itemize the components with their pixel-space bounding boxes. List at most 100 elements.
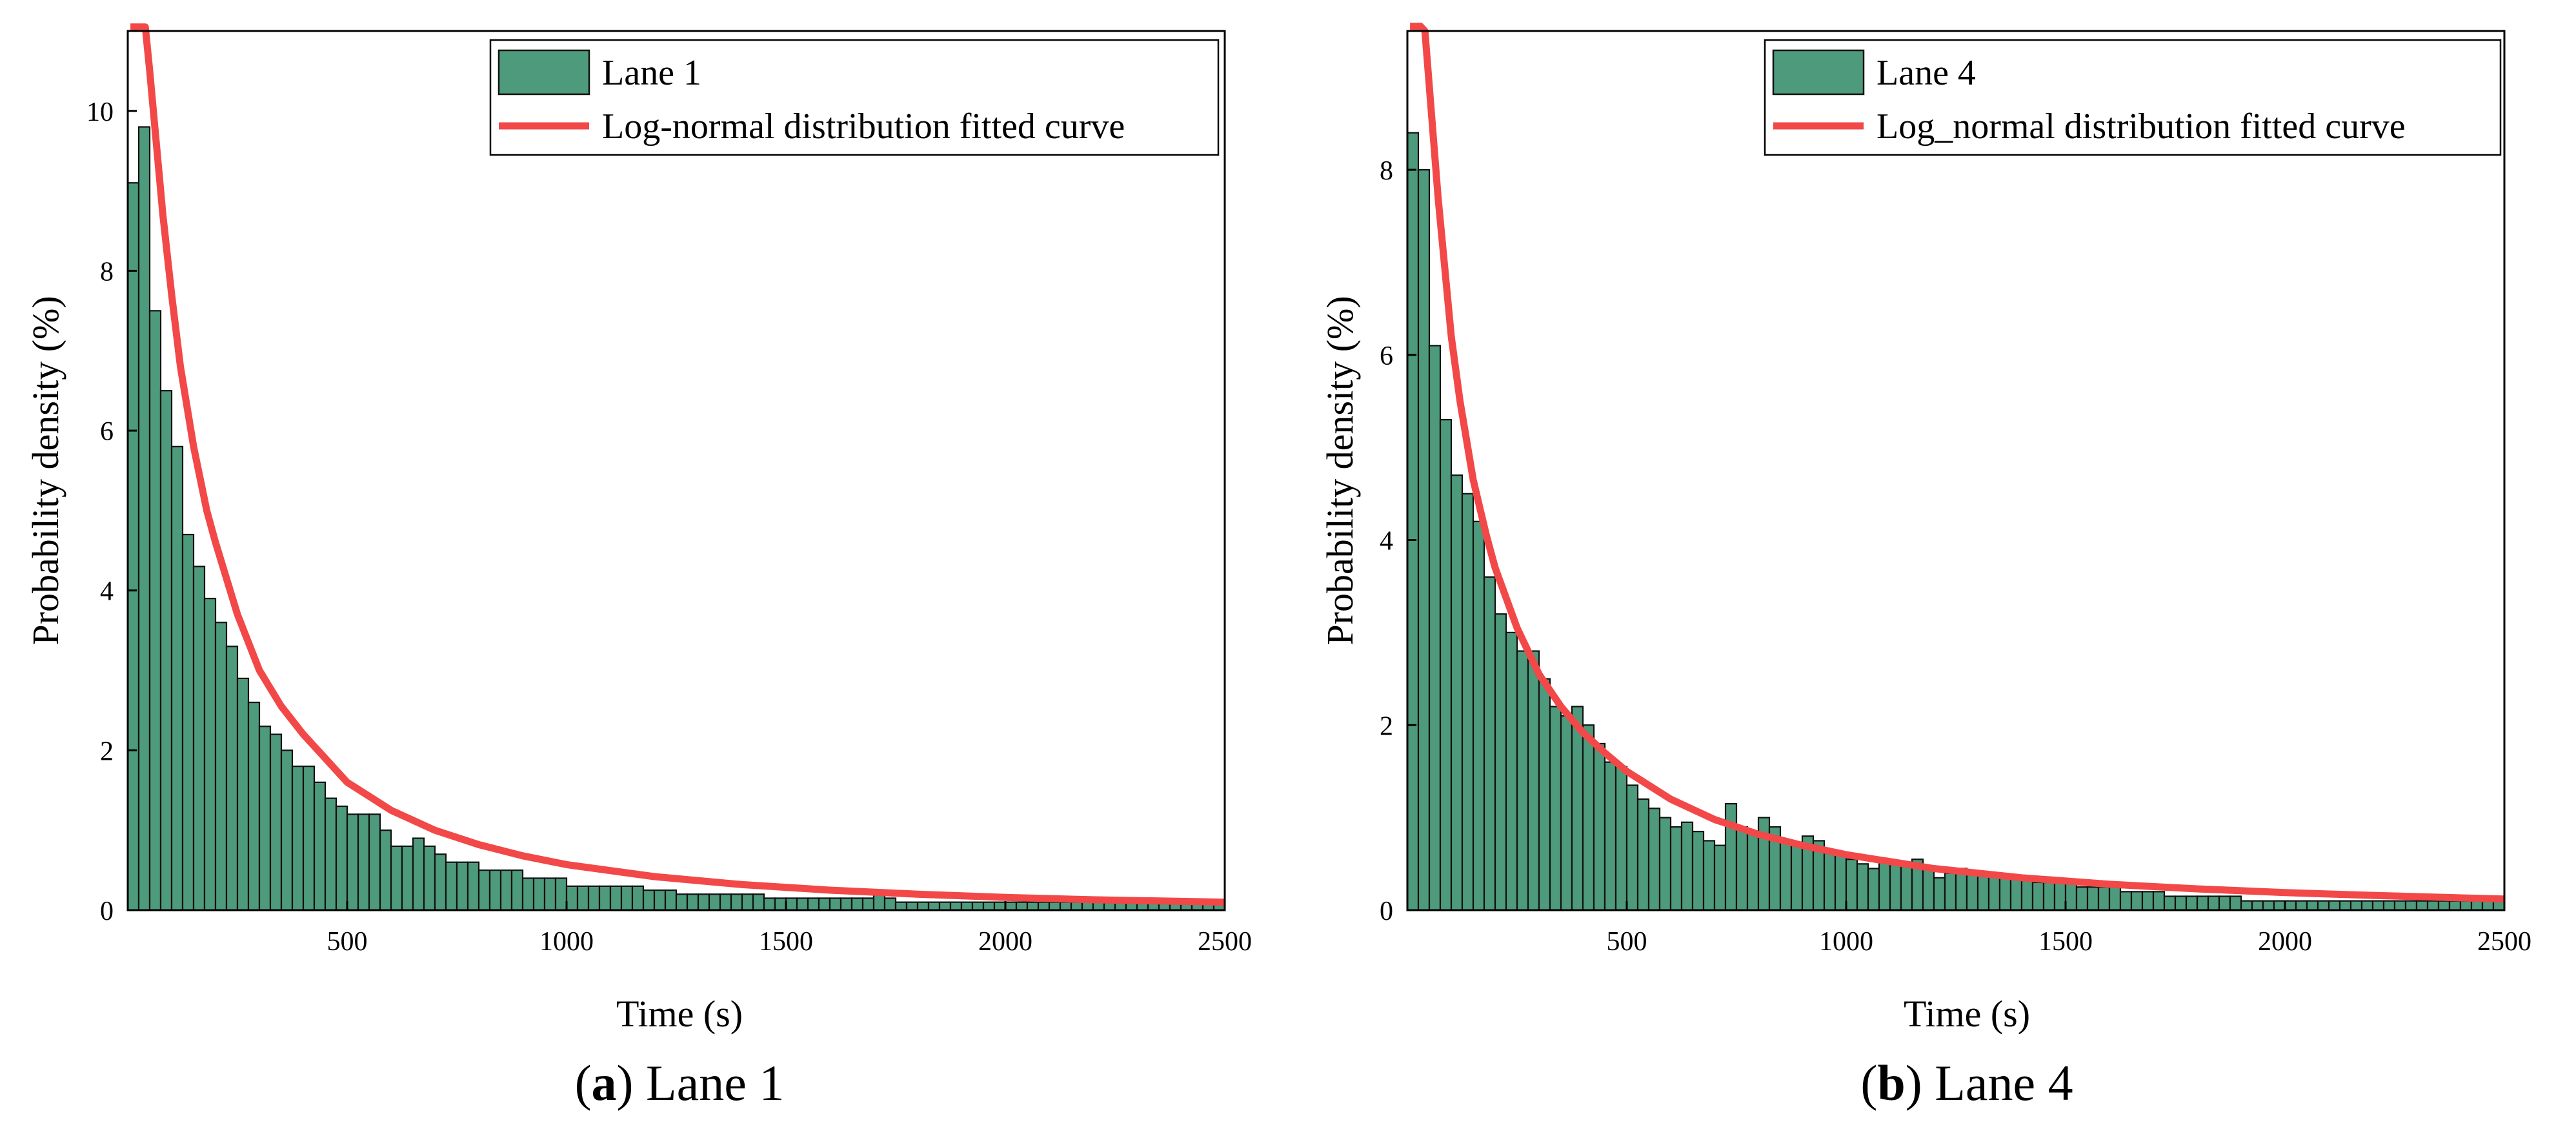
histogram-bar (1571, 706, 1584, 911)
histogram-bar (1834, 853, 1847, 911)
histogram-bar (2108, 886, 2122, 911)
histogram-bar (631, 885, 645, 911)
histogram-bar (2273, 900, 2286, 911)
histogram-bar (2328, 900, 2341, 911)
caption-text: Lane 4 (1922, 1055, 2073, 1111)
histogram-bar (883, 897, 897, 911)
histogram-bar (2360, 900, 2374, 911)
histogram-bar (664, 889, 678, 911)
legend: Lane 1 Log-normal distribution fitted cu… (489, 39, 1220, 156)
x-tick-label: 1000 (539, 927, 594, 957)
y-tick-label: 8 (100, 257, 114, 287)
histogram-bar (2240, 900, 2253, 911)
histogram-bar (2185, 895, 2199, 911)
histogram-bar (949, 901, 963, 911)
histogram-bar (2339, 900, 2352, 911)
histogram-bar (960, 901, 974, 911)
histogram-bar (2404, 900, 2418, 911)
histogram-bar (532, 877, 546, 911)
histogram-bar (840, 897, 853, 911)
histogram-bar (1713, 844, 1727, 911)
histogram-bar (2119, 891, 2133, 911)
histogram-bar (1790, 844, 1804, 911)
histogram-bar (159, 390, 173, 911)
histogram-bar (521, 877, 535, 911)
x-tick-label: 2000 (2258, 927, 2312, 957)
histogram-bar (620, 885, 634, 911)
histogram-bar (1746, 831, 1760, 911)
histogram-bar (2163, 895, 2177, 911)
x-tick-label: 2500 (1198, 927, 1252, 957)
histogram-bar (236, 677, 250, 911)
histogram-bar (148, 310, 162, 911)
histogram-bar (1428, 345, 1442, 911)
legend-bar-swatch (1772, 49, 1865, 96)
y-axis-label: Probability density (%) (1319, 296, 1361, 645)
histogram-bar (1081, 901, 1094, 911)
histogram-bar (2064, 881, 2078, 911)
histogram-bar (818, 897, 831, 911)
histogram-bar (2086, 886, 2100, 911)
histogram-bar (1889, 863, 1902, 911)
histogram-bar (1900, 863, 1913, 911)
histogram-bar (1669, 826, 1683, 911)
histogram-bar (1922, 868, 1935, 911)
histogram-bar (467, 861, 480, 911)
histogram-bar (2229, 895, 2242, 911)
histogram-bar (1516, 650, 1529, 911)
histogram-bar (258, 726, 272, 911)
histogram-bar (1417, 168, 1431, 911)
caption-letter: b (1877, 1055, 1905, 1111)
caption-letter: a (592, 1055, 617, 1111)
histogram-bar (1004, 901, 1018, 911)
y-tick-label: 4 (1380, 527, 1393, 556)
histogram-bar (137, 126, 151, 911)
y-tick-label: 6 (1380, 341, 1393, 371)
fitted-curve-line (128, 23, 1225, 906)
histogram-bar (1625, 784, 1639, 911)
histogram-bar (335, 805, 348, 911)
histogram-bar (1823, 849, 1836, 911)
histogram-bar (730, 893, 743, 911)
histogram-bar (2075, 886, 2089, 911)
histogram-bar (1779, 840, 1793, 911)
histogram-bar (126, 182, 140, 911)
histogram-bar (2459, 900, 2473, 911)
x-tick-label: 1500 (2038, 927, 2093, 957)
histogram-bar (1944, 872, 1957, 911)
histogram-bar (445, 861, 458, 911)
histogram-bar (938, 901, 952, 911)
histogram-bar (1439, 419, 1453, 911)
histogram-bar (170, 445, 184, 911)
histogram-bar (1450, 474, 1464, 911)
histogram-bar (2317, 900, 2330, 911)
x-tick-label: 500 (1607, 927, 1647, 957)
histogram-bar (1845, 859, 1858, 911)
histogram-bar (1604, 761, 1617, 911)
y-axis: 0 2 4 6 8 (1380, 156, 1416, 926)
histogram-bar (587, 885, 601, 911)
histogram-bar (565, 885, 579, 911)
histogram-bar (609, 885, 623, 911)
fitted-curve-group (1408, 23, 2505, 903)
histogram-bar (1593, 742, 1606, 911)
x-axis: 500 1000 1500 2000 2500 (1607, 901, 2531, 957)
histogram-bar (850, 897, 864, 911)
histogram-bar (807, 897, 820, 911)
histogram-bar (203, 598, 217, 911)
histogram-bar (2284, 900, 2297, 911)
histogram-bar (2053, 881, 2067, 911)
y-axis-label: Probability density (%) (25, 296, 66, 645)
histogram-bar (1582, 724, 1595, 911)
histogram-bar (1977, 872, 1990, 911)
histogram-bar (2020, 877, 2034, 911)
y-tick-label: 4 (100, 577, 114, 607)
histogram-bar (982, 901, 996, 911)
histogram-bar (1037, 901, 1051, 911)
histogram-bar (1527, 650, 1540, 911)
chart-panel-a: 500 1000 1500 2000 2500 0 2 4 6 8 10 Lane 1 Log-n… (25, 23, 1252, 1111)
histogram-bar (1933, 877, 1946, 911)
histogram-bar (1691, 831, 1705, 911)
legend-curve-label: Log-normal distribution fitted curve (602, 107, 1125, 147)
